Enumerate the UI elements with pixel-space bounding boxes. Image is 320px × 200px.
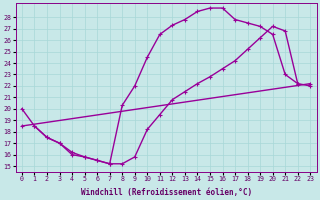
X-axis label: Windchill (Refroidissement éolien,°C): Windchill (Refroidissement éolien,°C)	[81, 188, 252, 197]
